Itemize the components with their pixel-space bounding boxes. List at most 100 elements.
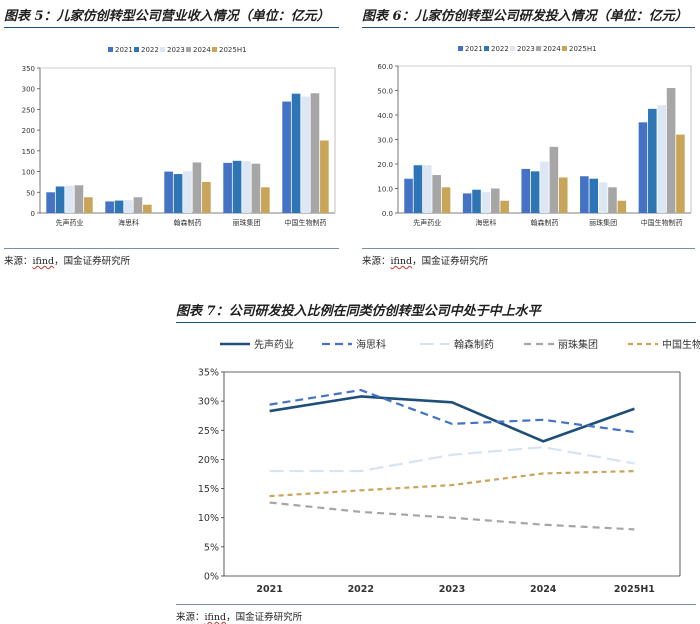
chart6-title-rule	[362, 27, 695, 28]
source-prefix: 来源：	[362, 256, 391, 267]
chart6-bar-2022-3	[589, 178, 599, 213]
chart6-legend-swatch-2023	[510, 46, 515, 51]
chart6-bar-2025h1-0	[441, 187, 451, 213]
chart7-rnd-ratio-line-chart: 0% 5% 10% 15% 20% 25% 30% 35% 2021 2022 2023 2024 20…	[198, 338, 700, 595]
chart7-title-rule	[176, 322, 696, 323]
chart5-legend-swatch-2022	[134, 47, 139, 52]
chart6-legend-label-2023: 2023	[517, 45, 535, 53]
chart7-x-tick-label: 2024	[530, 584, 557, 595]
chart5-bar-2024-0	[74, 185, 84, 213]
chart7-bottom-rule	[176, 604, 696, 605]
chart6-bar-2021-3	[580, 176, 589, 213]
chart7-y-tick-label: 35%	[198, 368, 219, 379]
chart6-y-tick-label: 50.0	[377, 88, 393, 96]
source-suffix: ，国金证券研究所	[54, 256, 131, 267]
chart6-bar-2025h1-3	[617, 200, 627, 213]
chart5-bar-2025h1-3	[261, 187, 270, 213]
chart7-y-tick-label: 15%	[198, 484, 219, 495]
chart6-bar-2025h1-1	[500, 200, 509, 213]
chart7-x-tick-label: 2022	[348, 584, 374, 595]
chart6-bar-2022-2	[530, 171, 540, 213]
chart6-bar-2023-1	[481, 192, 491, 213]
chart5-bar-2024-3	[251, 163, 261, 213]
chart5-y-tick-label: 100	[22, 169, 35, 177]
chart6-legend-label-2021: 2021	[465, 45, 483, 53]
chart7-line-海思科	[269, 388, 635, 434]
chart5-legend-label-2024: 2024	[193, 46, 211, 54]
chart6-legend-swatch-2021	[458, 46, 463, 51]
chart6-bar-2023-3	[598, 182, 608, 213]
chart6-bar-2021-2	[521, 168, 531, 213]
chart5-y-tick-label: 350	[22, 65, 35, 73]
chart6-bar-2022-4	[648, 108, 657, 213]
chart5-revenue-bar-chart: 0 50 100 150 200 250 300 350 先声药业 海思科 翰森制药 丽珠集团 中国生物…	[22, 46, 336, 227]
chart5-bar-2021-4	[282, 101, 291, 213]
chart7-legend-label-先声药业: 先声药业	[254, 338, 294, 351]
chart7-y-tick-label: 0%	[204, 572, 219, 583]
source-prefix: 来源：	[176, 612, 205, 623]
chart5-legend-swatch-2025h1	[212, 47, 217, 52]
chart5-bar-2021-1	[105, 201, 114, 213]
chart5-x-tick-label: 翰森制药	[174, 218, 202, 227]
source-suffix: ，国金证券研究所	[412, 256, 489, 267]
chart6-bar-2025h1-2	[558, 177, 568, 213]
chart5-bar-2021-3	[223, 162, 232, 213]
chart6-bar-2023-4	[657, 105, 666, 213]
chart5-bar-2023-4	[301, 96, 310, 213]
chart7-x-tick-label: 2025H1	[614, 584, 655, 595]
chart7-y-tick-label: 5%	[204, 542, 219, 553]
chart6-bar-2021-4	[638, 122, 648, 213]
chart5-bar-2024-2	[192, 162, 202, 213]
chart6-legend-label-2024: 2024	[543, 45, 561, 53]
chart5-y-tick-label: 150	[22, 148, 35, 156]
chart6-legend-swatch-2025h1	[562, 46, 567, 51]
chart6-source: 来源：ifind，国金证券研究所	[362, 253, 488, 267]
chart7-legend-label-翰森制药: 翰森制药	[454, 338, 494, 351]
chart5-legend-label-2025h1: 2025H1	[219, 46, 247, 54]
chart5-bar-2022-3	[232, 160, 242, 213]
chart7-legend-label-中国生物制药: 中国生物制药	[662, 338, 700, 351]
chart6-rnd-bar-chart: 0.0 10.0 20.0 30.0 40.0 50.0 60.0 先声药业 海思科 翰森制药 丽珠…	[377, 45, 692, 227]
chart5-title: 图表 5：儿家仿创转型公司营业收入情况（单位：亿元）	[4, 9, 330, 24]
chart7-line-先声药业	[269, 395, 635, 443]
chart5-y-tick-label: 0	[31, 210, 35, 218]
chart5-bar-2021-2	[164, 171, 173, 213]
chart5-source: 来源：ifind，国金证券研究所	[4, 253, 130, 267]
chart6-bar-2023-2	[540, 161, 549, 213]
chart7-line-中国生物制药	[269, 469, 635, 498]
chart6-bar-2025h1-4	[676, 134, 685, 213]
chart5-bottom-rule	[4, 248, 339, 249]
chart5-legend-swatch-2023	[160, 47, 165, 52]
chart6-y-tick-label: 0.0	[382, 210, 393, 218]
chart7-source: 来源：ifind，国金证券研究所	[176, 609, 302, 623]
chart6-legend-swatch-2022	[484, 46, 489, 51]
chart6-bar-2024-0	[432, 175, 441, 213]
chart6-bar-2024-1	[490, 188, 500, 213]
chart5-bar-2022-4	[291, 93, 301, 213]
chart5-y-tick-label: 50	[26, 189, 35, 197]
chart7-legend-label-海思科: 海思科	[356, 338, 386, 351]
chart5-bar-2025h1-0	[84, 197, 93, 213]
chart5-x-tick-label: 海思科	[118, 218, 139, 227]
chart7-y-tick-label: 20%	[198, 455, 219, 466]
chart7-y-tick-label: 25%	[198, 426, 219, 437]
chart5-bar-2025h1-1	[143, 204, 152, 213]
chart7-y-tick-label: 30%	[198, 397, 219, 408]
chart5-bar-2022-1	[114, 200, 124, 213]
chart6-x-tick-label: 翰森制药	[531, 218, 559, 227]
source-ifind: ifind	[32, 256, 55, 267]
chart6-y-tick-label: 20.0	[377, 161, 393, 169]
chart7-legend-label-丽珠集团: 丽珠集团	[558, 338, 598, 351]
chart5-y-tick-label: 300	[22, 86, 35, 94]
chart6-bar-2021-0	[404, 178, 413, 213]
source-prefix: 来源：	[4, 256, 33, 267]
chart6-bar-2022-0	[413, 165, 423, 213]
chart6-x-tick-label: 先声药业	[413, 218, 441, 227]
chart6-y-tick-label: 40.0	[377, 112, 393, 120]
chart5-bar-2023-3	[242, 161, 251, 213]
chart6-bar-2022-1	[472, 189, 481, 213]
chart5-bar-2024-4	[310, 93, 320, 213]
chart5-legend-label-2022: 2022	[141, 46, 159, 54]
chart7-line-丽珠集团	[269, 501, 635, 531]
chart6-x-tick-label: 海思科	[475, 218, 496, 227]
